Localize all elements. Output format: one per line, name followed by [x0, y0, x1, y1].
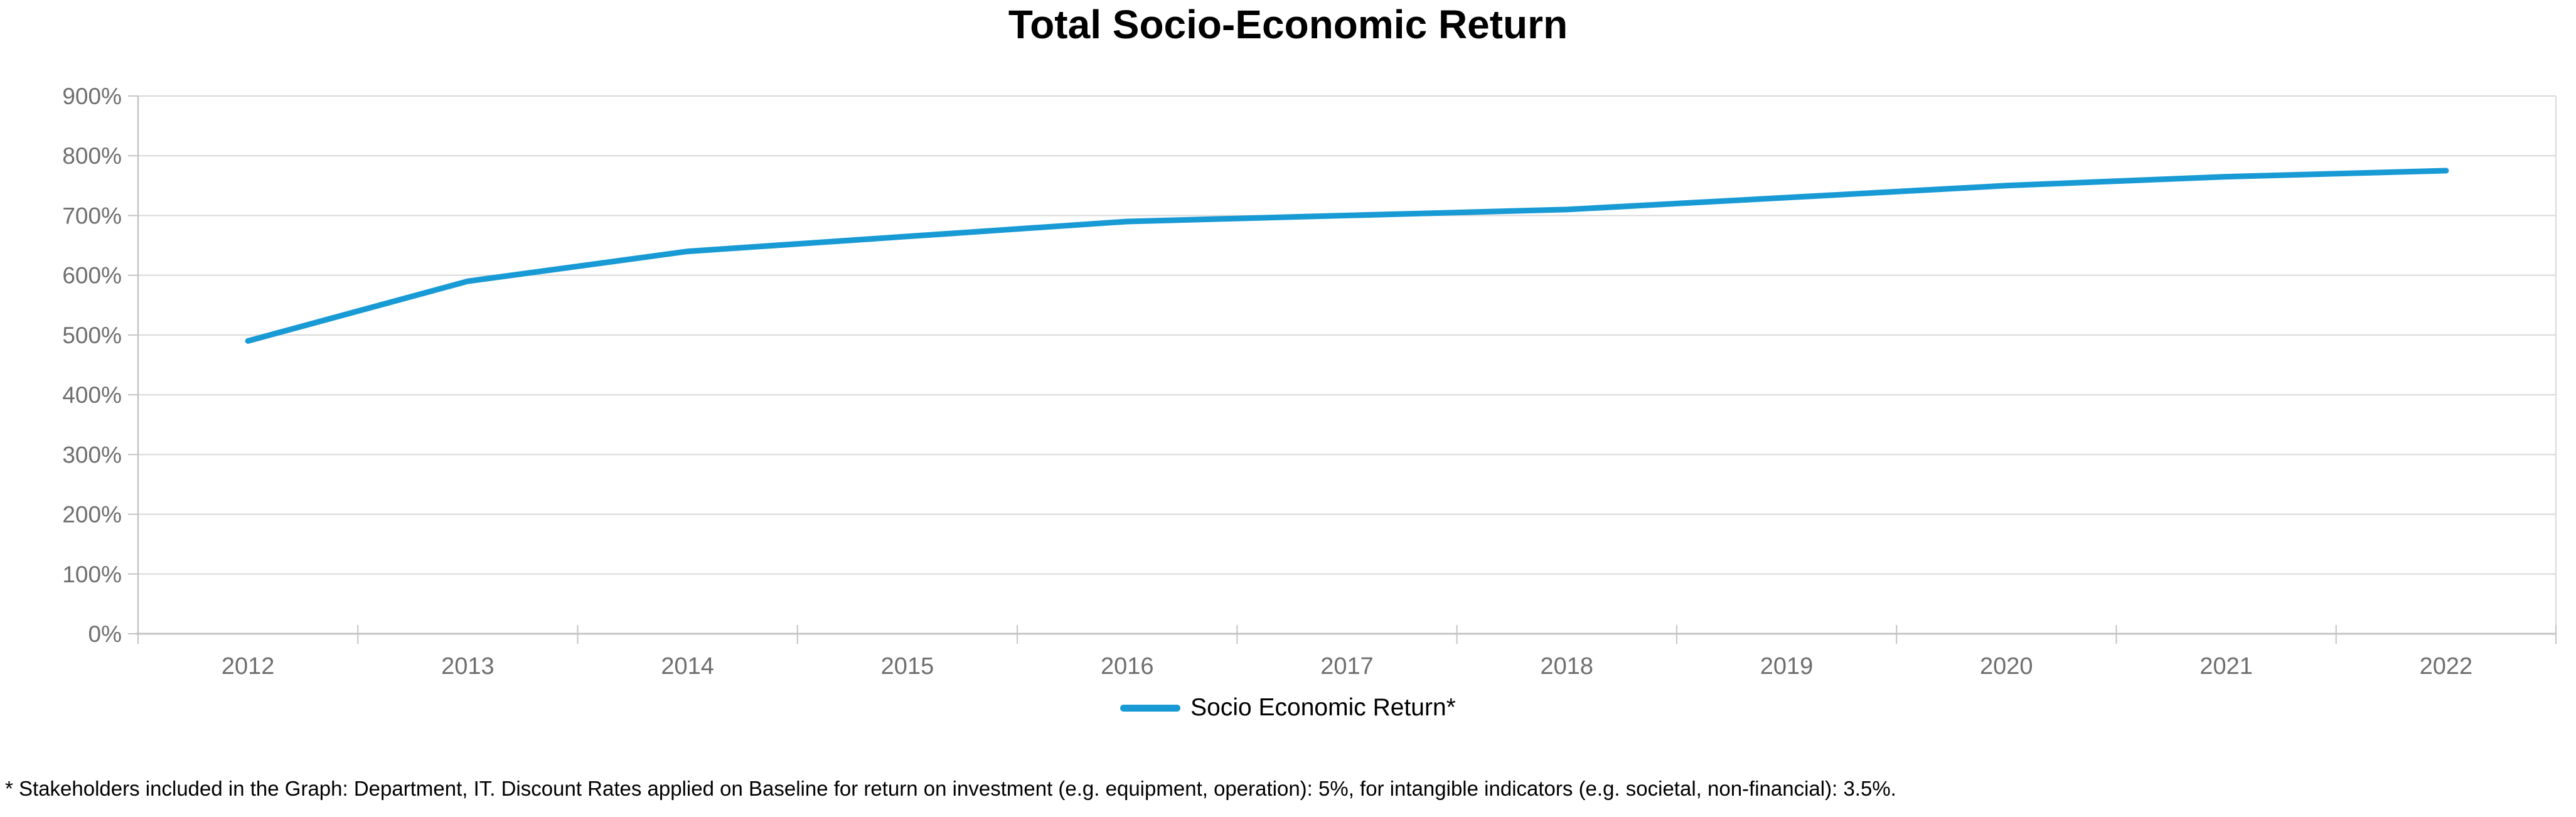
legend-series-label: Socio Economic Return*	[1190, 694, 1456, 721]
x-tick-label: 2021	[2199, 653, 2253, 680]
y-tick-label: 900%	[62, 83, 122, 109]
x-tick-label: 2013	[441, 653, 494, 680]
y-tick-label: 0%	[88, 621, 122, 647]
x-tick-label: 2015	[881, 653, 934, 680]
x-tick-label: 2012	[222, 653, 275, 680]
series-line	[245, 168, 2449, 344]
chart-title: Total Socio-Economic Return	[1008, 2, 1568, 47]
x-tick-label: 2014	[661, 653, 714, 680]
x-tick-label: 2018	[1540, 653, 1593, 680]
y-tick-label: 200%	[62, 502, 122, 528]
x-tick-label: 2017	[1320, 653, 1374, 680]
y-tick-label: 400%	[62, 382, 122, 408]
legend-line-swatch	[1120, 704, 1181, 712]
y-tick-label: 100%	[62, 562, 122, 587]
x-tick-label: 2020	[1980, 653, 2033, 680]
x-tick-label: 2019	[1760, 653, 1814, 680]
y-tick-label: 300%	[62, 442, 122, 467]
x-tick-label: 2016	[1101, 653, 1154, 680]
y-tick-label: 500%	[62, 323, 122, 348]
y-tick-label: 800%	[62, 143, 122, 169]
chart-footnote: * Stakeholders included in the Graph: De…	[5, 777, 1896, 800]
legend: Socio Economic Return*	[0, 694, 2576, 722]
y-tick-label: 700%	[62, 203, 122, 228]
x-tick-label: 2022	[2420, 653, 2473, 680]
y-tick-label: 600%	[62, 263, 122, 289]
